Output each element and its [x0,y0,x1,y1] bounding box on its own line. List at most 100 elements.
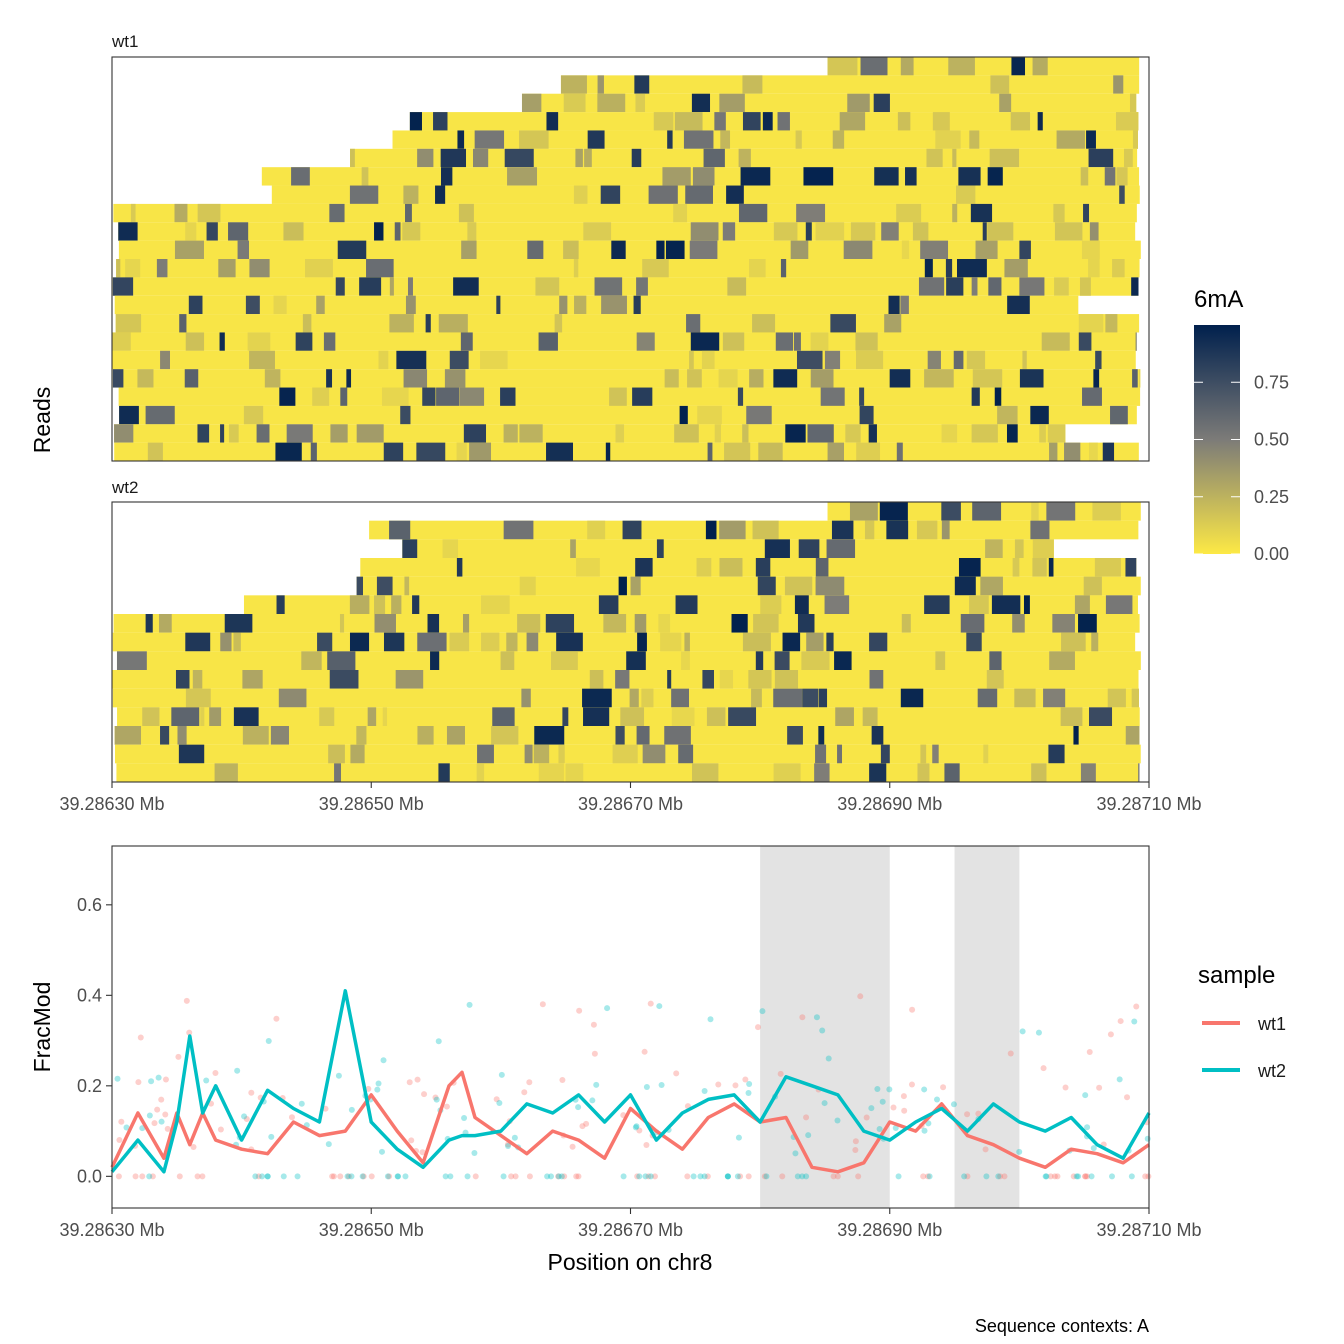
site-point [940,1084,947,1091]
methylation-segment [444,369,466,388]
read-row [369,520,1139,540]
site-point [746,1081,753,1088]
methylation-segment [391,595,402,614]
methylation-segment [805,222,812,241]
site-point [701,1087,708,1094]
methylation-segment [243,405,264,425]
methylation-segment [1053,203,1065,223]
site-point [868,1105,875,1112]
methylation-segment [556,632,583,652]
methylation-segment [648,185,678,204]
methylation-segment [430,651,440,670]
site-point [325,1141,332,1148]
methylation-segment [705,520,717,540]
site-point [724,1173,731,1180]
site-point [118,1118,125,1125]
heatmap-y-axis-title: Reads [29,387,55,453]
site-point [995,1173,1002,1180]
methylation-segment [760,595,782,614]
site-point [348,1173,355,1180]
read-row [271,185,1140,204]
site-point [1088,1173,1095,1180]
site-point [158,1096,165,1103]
methylation-segment [563,93,586,113]
site-point [265,1037,272,1044]
methylation-segment [312,387,330,406]
methylation-segment [757,576,776,596]
methylation-segment [803,167,834,186]
methylation-segment [560,75,587,94]
methylation-segment [1010,112,1031,131]
methylation-segment [707,442,713,461]
site-point [329,1173,336,1180]
site-point [442,1173,449,1180]
methylation-segment [594,277,623,296]
site-point [135,1079,142,1086]
site-point [380,1057,387,1064]
methylation-segment [944,763,960,782]
methylation-segment [247,332,271,351]
methylation-segment [689,350,694,370]
methylation-segment [440,167,453,186]
methylation-segment [1014,539,1024,558]
methylation-segment [417,632,447,652]
site-point [961,1173,968,1180]
methylation-segment [966,632,982,652]
site-point [496,1099,503,1106]
methylation-segment [971,387,980,406]
methylation-segment [719,520,746,540]
site-point [344,1173,351,1180]
methylation-segment [359,277,382,296]
methylation-segment [684,632,690,652]
methylation-segment [329,670,359,689]
methylation-segment [1073,726,1079,745]
methylation-segment [597,93,626,113]
fracmod-axes: 39.28630 Mb 39.28650 Mb 39.28670 Mb 39.2869… [59,895,1201,1240]
site-point [374,1086,381,1093]
site-point [604,1005,611,1012]
read-row [261,167,1140,186]
methylation-segment [999,93,1012,113]
methylation-segment [742,632,771,652]
read-row [392,130,1138,149]
site-point [1084,1124,1091,1131]
methylation-segment [850,222,876,241]
methylation-segment [1019,240,1031,259]
methylation-segment [394,222,401,241]
methylation-segment [738,203,768,223]
methylation-segment [214,763,238,782]
methylation-segment [749,259,766,278]
site-point [1051,1173,1058,1180]
legend-label-wt2: wt2 [1257,1061,1286,1081]
methylation-segment [409,112,422,131]
methylation-segment [339,614,345,633]
methylation-segment [116,259,121,278]
methylation-segment [642,259,669,278]
methylation-segment [806,632,824,652]
methylation-segment [503,520,534,540]
methylation-segment [780,259,787,278]
methylation-segment [1061,632,1086,652]
site-point [544,1173,551,1180]
x-tick-label: 39.28630 Mb [59,1220,164,1240]
read-bar [118,387,1141,406]
site-point [414,1076,421,1083]
methylation-segment [147,442,163,461]
read-row [114,424,1066,443]
methylation-segment [785,424,806,443]
methylation-segment [752,314,776,333]
methylation-segment [774,670,799,689]
site-point [137,1034,144,1041]
methylation-segment [156,259,168,278]
methylation-segment [970,203,993,223]
methylation-segment [519,130,549,149]
facet-label-wt1: wt1 [111,32,138,51]
site-point [280,1173,287,1180]
methylation-segment [1110,405,1128,425]
methylation-segment [457,130,465,149]
methylation-segment [1125,558,1137,577]
site-point [561,1173,568,1180]
methylation-segment [691,763,719,782]
methylation-segment [932,744,939,764]
site-point [123,1124,130,1131]
